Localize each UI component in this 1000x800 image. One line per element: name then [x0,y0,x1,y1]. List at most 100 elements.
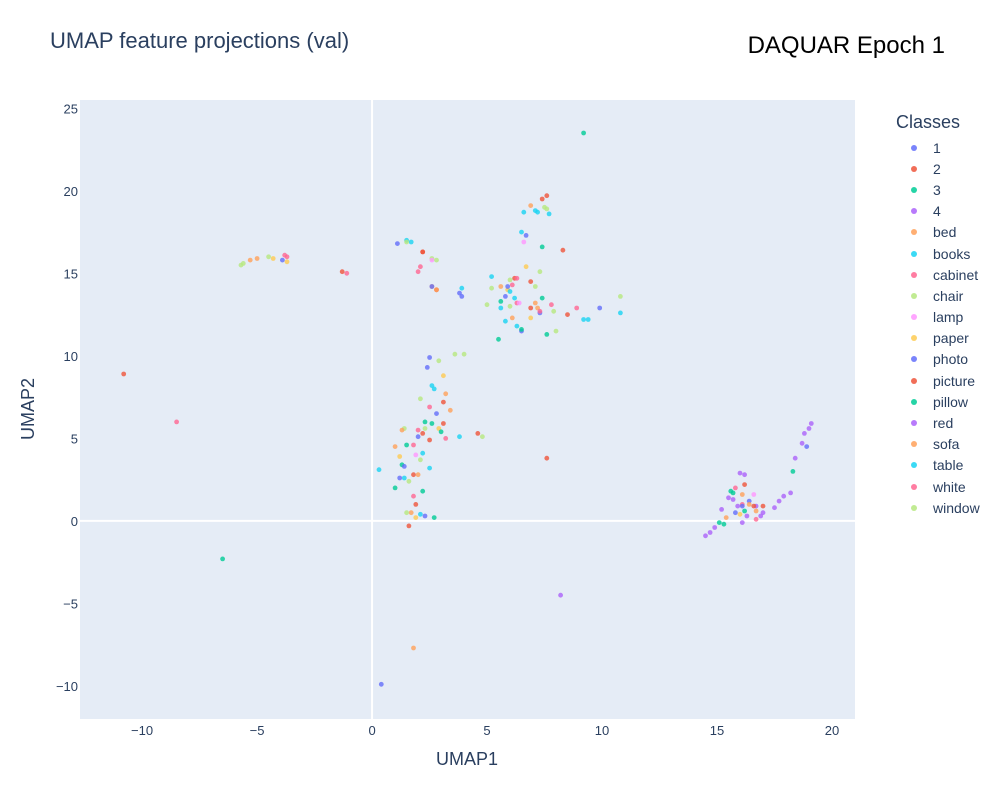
scatter-point[interactable] [558,592,563,598]
scatter-point[interactable] [443,436,449,441]
scatter-point[interactable] [507,303,513,309]
scatter-point[interactable] [792,455,798,461]
scatter-point[interactable] [397,454,403,459]
scatter-point[interactable] [420,249,426,255]
scatter-point[interactable] [539,244,545,250]
scatter-point[interactable] [415,427,421,433]
scatter-point[interactable] [618,310,623,316]
scatter-point[interactable] [618,294,623,299]
scatter-point[interactable] [516,300,522,306]
scatter-point[interactable] [401,464,407,469]
scatter-point[interactable] [459,294,465,299]
scatter-point[interactable] [408,510,414,516]
scatter-point[interactable] [751,492,757,497]
scatter-point[interactable] [447,407,453,413]
legend-item-photo[interactable]: photo [888,349,998,370]
scatter-point[interactable] [528,305,534,311]
scatter-point[interactable] [726,495,731,501]
scatter-point[interactable] [751,503,757,509]
scatter-point[interactable] [521,239,527,245]
legend-item-bed[interactable]: bed [888,222,998,243]
legend-item-4[interactable]: 4 [888,201,998,222]
scatter-point[interactable] [498,299,504,304]
scatter-point[interactable] [452,351,458,357]
scatter-point[interactable] [521,209,527,215]
scatter-point[interactable] [537,269,543,275]
scatter-point[interactable] [703,533,708,539]
scatter-point[interactable] [344,270,350,276]
scatter-point[interactable] [806,426,812,431]
scatter-point[interactable] [378,681,384,687]
scatter-point[interactable] [434,257,439,263]
scatter-point[interactable] [507,289,513,294]
scatter-point[interactable] [742,482,747,487]
scatter-point[interactable] [270,256,276,261]
scatter-point[interactable] [539,196,545,202]
scatter-point[interactable] [512,295,517,301]
scatter-point[interactable] [730,497,736,502]
scatter-point[interactable] [484,302,490,308]
scatter-point[interactable] [411,472,416,478]
scatter-point[interactable] [459,285,465,291]
scatter-point[interactable] [772,505,777,511]
scatter-point[interactable] [808,421,814,426]
scatter-point[interactable] [507,277,513,283]
legend-item-pillow[interactable]: pillow [888,391,998,412]
scatter-point[interactable] [739,503,745,509]
scatter-point[interactable] [523,233,529,238]
scatter-point[interactable] [503,318,508,324]
scatter-point[interactable] [443,391,449,397]
legend-item-3[interactable]: 3 [888,179,998,200]
scatter-point[interactable] [427,465,432,471]
scatter-point[interactable] [790,469,796,474]
scatter-point[interactable] [723,515,729,520]
scatter-point[interactable] [519,327,524,332]
scatter-point[interactable] [549,302,554,308]
scatter-point[interactable] [392,485,398,491]
scatter-point[interactable] [422,419,428,425]
scatter-point[interactable] [424,365,430,370]
scatter-point[interactable] [781,493,787,499]
scatter-point[interactable] [746,498,752,504]
scatter-point[interactable] [585,317,591,322]
scatter-point[interactable] [707,530,713,535]
scatter-point[interactable] [581,317,586,322]
scatter-point[interactable] [418,511,423,517]
scatter-point[interactable] [422,513,428,519]
scatter-point[interactable] [418,264,423,270]
scatter-point[interactable] [404,442,409,448]
scatter-point[interactable] [427,437,432,443]
scatter-point[interactable] [247,257,253,263]
scatter-point[interactable] [415,434,421,440]
scatter-point[interactable] [523,264,529,270]
scatter-point[interactable] [266,254,271,260]
scatter-point[interactable] [532,284,538,289]
scatter-point[interactable] [399,427,405,433]
scatter-point[interactable] [280,257,285,263]
scatter-point[interactable] [742,472,747,478]
scatter-point[interactable] [418,457,423,463]
scatter-point[interactable] [411,645,416,651]
scatter-point[interactable] [436,358,442,364]
scatter-point[interactable] [392,444,398,449]
scatter-point[interactable] [581,130,586,136]
legend-item-lamp[interactable]: lamp [888,307,998,328]
scatter-point[interactable] [174,419,180,425]
scatter-point[interactable] [721,521,727,527]
scatter-point[interactable] [406,478,412,484]
scatter-point[interactable] [802,431,807,436]
scatter-point[interactable] [434,287,439,293]
scatter-point[interactable] [413,452,419,458]
scatter-point[interactable] [804,444,810,449]
legend-item-window[interactable]: window [888,497,998,518]
scatter-point[interactable] [744,513,750,519]
scatter-point[interactable] [431,386,437,392]
scatter-point[interactable] [551,308,557,314]
scatter-point[interactable] [528,279,534,284]
scatter-point[interactable] [240,261,246,266]
scatter-point[interactable] [408,239,414,245]
scatter-point[interactable] [427,404,432,410]
scatter-point[interactable] [441,373,446,379]
scatter-point[interactable] [427,355,432,360]
scatter-point[interactable] [284,259,290,265]
